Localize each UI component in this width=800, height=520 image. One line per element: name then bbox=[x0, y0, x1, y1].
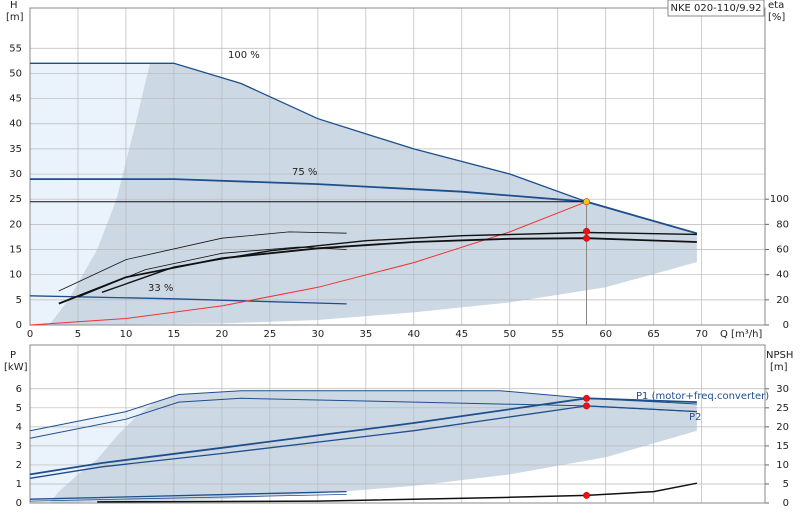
y-axis-unit: [kW] bbox=[4, 362, 28, 373]
y2-tick-label: 20 bbox=[776, 295, 789, 306]
model-label: NKE 020-110/9.92 bbox=[671, 3, 762, 14]
y2-axis-title: eta bbox=[768, 0, 784, 11]
curve bbox=[29, 494, 347, 502]
marker bbox=[583, 394, 590, 402]
plot-frame bbox=[29, 7, 766, 326]
x-tick-label: 45 bbox=[455, 329, 468, 340]
labels: NKE 020-110/9.92 H [m] eta [%] Q [m³/h] … bbox=[4, 0, 793, 509]
y-tick-label: 0 bbox=[16, 320, 22, 331]
x-tick-label: 5 bbox=[75, 329, 81, 340]
x-tick-label: 25 bbox=[264, 329, 277, 340]
y-tick-label: 30 bbox=[9, 169, 22, 180]
y-axis-title: H bbox=[10, 0, 18, 11]
y2-axis-unit: [m] bbox=[770, 362, 788, 373]
operating-area bbox=[49, 390, 697, 503]
curve bbox=[29, 201, 587, 326]
marker bbox=[583, 227, 590, 235]
areas bbox=[30, 8, 765, 503]
curve-label: 100 % bbox=[228, 50, 260, 61]
x-tick-label: 50 bbox=[503, 329, 516, 340]
y2-axis-unit: [%] bbox=[768, 12, 785, 23]
x-tick-label: 30 bbox=[311, 329, 324, 340]
y-tick-label: 10 bbox=[9, 270, 22, 281]
y-tick-label: 55 bbox=[9, 43, 22, 54]
y2-tick-label: 60 bbox=[776, 245, 789, 256]
grid bbox=[29, 7, 769, 504]
y-tick-label: 40 bbox=[9, 119, 22, 130]
x-tick-label: 40 bbox=[407, 329, 420, 340]
marker bbox=[583, 491, 590, 499]
x-tick-label: 20 bbox=[216, 329, 229, 340]
y-tick-label: 45 bbox=[9, 94, 22, 105]
x-tick-label: 35 bbox=[359, 329, 372, 340]
x-tick-label: 65 bbox=[647, 329, 660, 340]
y-tick-label: 15 bbox=[9, 245, 22, 256]
y2-tick-label: 25 bbox=[776, 403, 789, 414]
curve bbox=[58, 231, 347, 292]
x-tick-label: 55 bbox=[551, 329, 564, 340]
y-tick-label: 5 bbox=[16, 295, 22, 306]
operating-area bbox=[30, 394, 179, 503]
x-tick-label: 60 bbox=[599, 329, 612, 340]
x-tick-label: 70 bbox=[695, 329, 708, 340]
y-tick-label: 50 bbox=[9, 68, 22, 79]
y2-tick-label: 100 bbox=[770, 194, 789, 205]
curve bbox=[29, 490, 347, 500]
series-label: P2 bbox=[689, 412, 701, 423]
y2-tick-label: 40 bbox=[776, 270, 789, 281]
y2-tick-label: 0 bbox=[783, 320, 789, 331]
series bbox=[29, 62, 698, 503]
curve bbox=[29, 397, 697, 476]
operating-area bbox=[30, 63, 150, 326]
y2-tick-label: 15 bbox=[776, 441, 789, 452]
y-tick-label: 2 bbox=[16, 460, 22, 471]
y2-tick-label: 5 bbox=[783, 479, 789, 490]
y-tick-label: 35 bbox=[9, 144, 22, 155]
y-tick-label: 20 bbox=[9, 219, 22, 230]
curve-label: 33 % bbox=[148, 283, 173, 294]
x-tick-label: 10 bbox=[120, 329, 133, 340]
y-tick-label: 4 bbox=[16, 422, 22, 433]
plot-frame bbox=[29, 344, 766, 504]
y2-tick-label: 80 bbox=[776, 219, 789, 230]
y-axis-unit: [m] bbox=[6, 12, 24, 23]
y2-tick-label: 20 bbox=[776, 422, 789, 433]
x-tick-label: 0 bbox=[27, 329, 33, 340]
y-tick-label: 1 bbox=[16, 479, 22, 490]
curve bbox=[77, 246, 347, 298]
x-tick-label: 15 bbox=[168, 329, 181, 340]
y-tick-label: 0 bbox=[16, 498, 22, 509]
marker bbox=[583, 198, 590, 206]
y2-tick-label: 0 bbox=[783, 498, 789, 509]
curve bbox=[29, 405, 697, 479]
y2-tick-label: 30 bbox=[776, 384, 789, 395]
y-tick-label: 3 bbox=[16, 441, 22, 452]
marker bbox=[583, 402, 590, 410]
curve bbox=[30, 178, 698, 235]
marker bbox=[583, 234, 590, 242]
y2-axis-title: NPSH bbox=[766, 350, 793, 361]
y-tick-label: 25 bbox=[9, 194, 22, 205]
y-tick-label: 5 bbox=[16, 403, 22, 414]
curve bbox=[58, 237, 697, 305]
y2-tick-label: 10 bbox=[776, 460, 789, 471]
x-axis-title: Q [m³/h] bbox=[720, 329, 762, 340]
curve bbox=[30, 62, 698, 235]
series-label: P1 (motor+freq.converter) bbox=[636, 391, 769, 402]
y-tick-label: 6 bbox=[16, 384, 22, 395]
curve-label: 75 % bbox=[292, 167, 317, 178]
y-axis-title: P bbox=[10, 350, 16, 361]
model-box bbox=[667, 0, 765, 17]
curve bbox=[97, 482, 698, 503]
